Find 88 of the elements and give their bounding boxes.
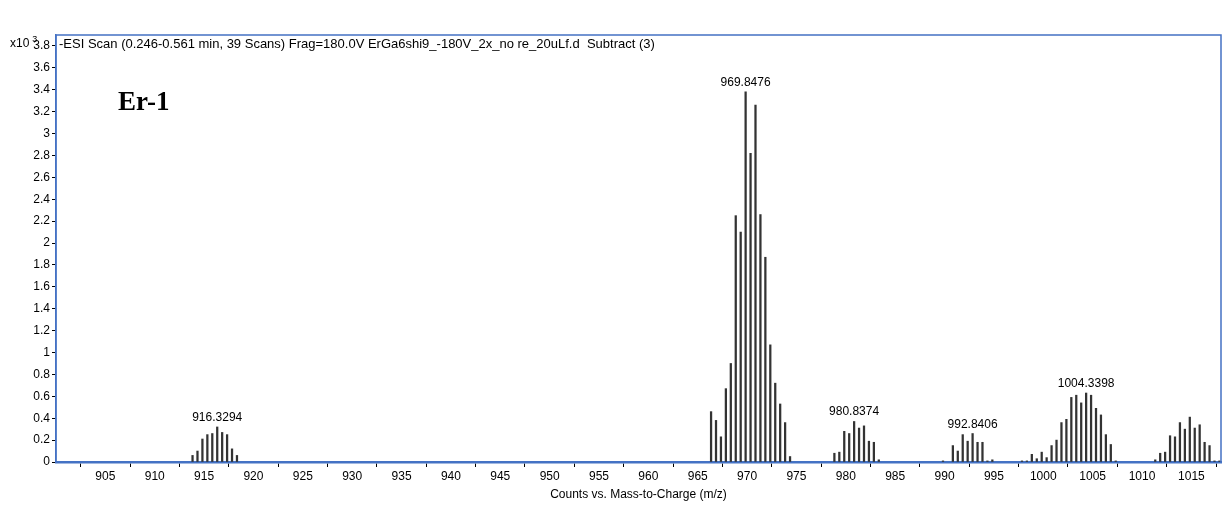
bar — [788, 456, 792, 462]
annotation: 916.3294 — [192, 409, 243, 424]
annotation: Er-1 — [118, 86, 170, 116]
y-tick-label: 1 — [43, 344, 51, 359]
bar — [1173, 436, 1177, 462]
x-tick-label: 985 — [885, 468, 906, 483]
y-tick-label: 0.2 — [33, 432, 51, 447]
x-tick-label: 935 — [391, 468, 412, 483]
bar — [991, 459, 994, 462]
x-tick-label: 1015 — [1178, 468, 1206, 483]
x-tick-label: 970 — [737, 468, 758, 483]
x-tick-label: 955 — [588, 468, 610, 483]
y-tick-label: 2.8 — [33, 147, 51, 162]
bar — [951, 445, 954, 462]
x-tick-label: 975 — [786, 468, 807, 483]
y-tick-label: 2.2 — [33, 213, 51, 228]
bar — [1109, 444, 1112, 462]
x-tick-label: 950 — [539, 468, 560, 483]
x-tick-label: 910 — [144, 468, 166, 483]
y-tick-label: 2.4 — [33, 191, 51, 206]
bar — [719, 436, 723, 462]
x-tick-label: 1005 — [1079, 468, 1107, 483]
y-tick-label: 1.2 — [33, 322, 51, 337]
bar — [1203, 441, 1206, 462]
bar — [1168, 435, 1172, 462]
x-tick-label: 905 — [95, 468, 116, 483]
bar — [235, 455, 239, 462]
x-tick-label: 920 — [243, 468, 264, 483]
x-tick-label: 930 — [342, 468, 363, 483]
bar — [971, 433, 974, 462]
y-tick-label: 1.4 — [33, 301, 51, 316]
x-tick-label: 915 — [194, 468, 215, 483]
y-tick-label: 2 — [43, 235, 51, 250]
x-tick-label: 940 — [440, 468, 462, 483]
y-tick-label: 2.6 — [33, 169, 51, 184]
annotation: 969.8476 — [720, 74, 771, 89]
y-tick-label: 0 — [43, 454, 51, 469]
y-tick-label: 3.6 — [33, 60, 51, 75]
x-tick-label: 995 — [983, 468, 1005, 483]
bar — [759, 214, 762, 462]
x-axis-title: Counts vs. Mass-to-Charge (m/z) — [550, 487, 727, 502]
y-tick-label: 3.4 — [33, 82, 51, 97]
bar — [981, 441, 984, 462]
x-tick-label: 945 — [490, 468, 511, 483]
bar — [1178, 422, 1182, 462]
bar — [783, 422, 787, 462]
y-tick-label: 0.4 — [33, 410, 51, 425]
annotation: 980.8374 — [829, 404, 880, 419]
bar — [221, 432, 224, 462]
bar — [1055, 439, 1058, 462]
bar — [1208, 445, 1211, 462]
x-tick-label: 965 — [687, 468, 709, 483]
bar — [1045, 457, 1048, 462]
chart-title: -ESI Scan (0.246-0.561 min, 39 Scans) Frag=180.0V ErGa6shi9_-180V_2x_no re_20uLf.d Subtract (3) — [59, 36, 655, 51]
bar — [201, 438, 204, 462]
bar — [961, 434, 964, 462]
x-tick-label: 960 — [638, 468, 659, 483]
y-tick-label: 3 — [43, 125, 51, 140]
bar — [833, 452, 836, 462]
y-tick-label: 0.6 — [33, 388, 51, 403]
bar — [206, 434, 209, 462]
y-tick-label: 1.6 — [33, 279, 51, 294]
bar — [1159, 452, 1162, 462]
x-tick-label: 1000 — [1029, 468, 1057, 483]
bar — [754, 104, 757, 462]
y-tick-label: 0.8 — [33, 366, 51, 381]
bar — [1154, 459, 1157, 462]
x-tick-label: 925 — [292, 468, 314, 483]
bar — [1104, 434, 1108, 462]
bar — [749, 152, 752, 462]
x-tick-label: 990 — [934, 468, 955, 483]
bar — [1065, 418, 1068, 462]
bar — [1198, 424, 1201, 462]
bar — [1035, 458, 1038, 462]
bar — [1050, 445, 1053, 462]
annotation: 992.8406 — [947, 416, 998, 431]
bar — [1060, 422, 1063, 462]
bar — [976, 441, 979, 462]
y-tick-label: 1.8 — [33, 257, 51, 272]
y-tick-label: 3.2 — [33, 103, 51, 118]
bar — [225, 434, 229, 462]
annotation: 1004.3398 — [1057, 376, 1115, 391]
bar — [744, 91, 747, 462]
x-tick-label: 980 — [835, 468, 857, 483]
bar — [196, 450, 199, 462]
bar — [877, 459, 880, 462]
x-tick-label: 1010 — [1128, 468, 1156, 483]
bar — [191, 455, 194, 462]
